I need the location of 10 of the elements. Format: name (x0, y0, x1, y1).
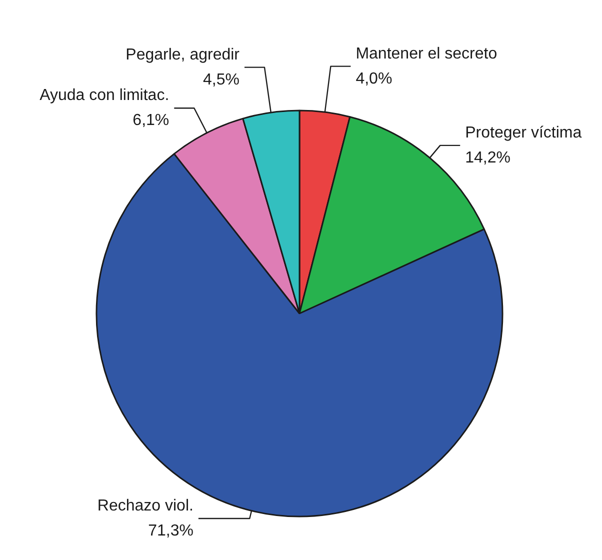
slice-label: Rechazo viol. (97, 498, 194, 515)
slice-label: Proteger víctima (465, 124, 582, 142)
data-label: 14,2% (465, 149, 510, 166)
data-label: 4,5% (203, 71, 240, 88)
slice-label: Pegarle, agredir (126, 46, 240, 64)
data-label: 4,0% (356, 70, 392, 88)
data-label: 71,3% (148, 522, 194, 540)
data-label: 6,1% (132, 112, 170, 130)
slice-label: Mantener el secreto (356, 45, 498, 62)
slice-label: Ayuda con limitac. (40, 87, 170, 104)
